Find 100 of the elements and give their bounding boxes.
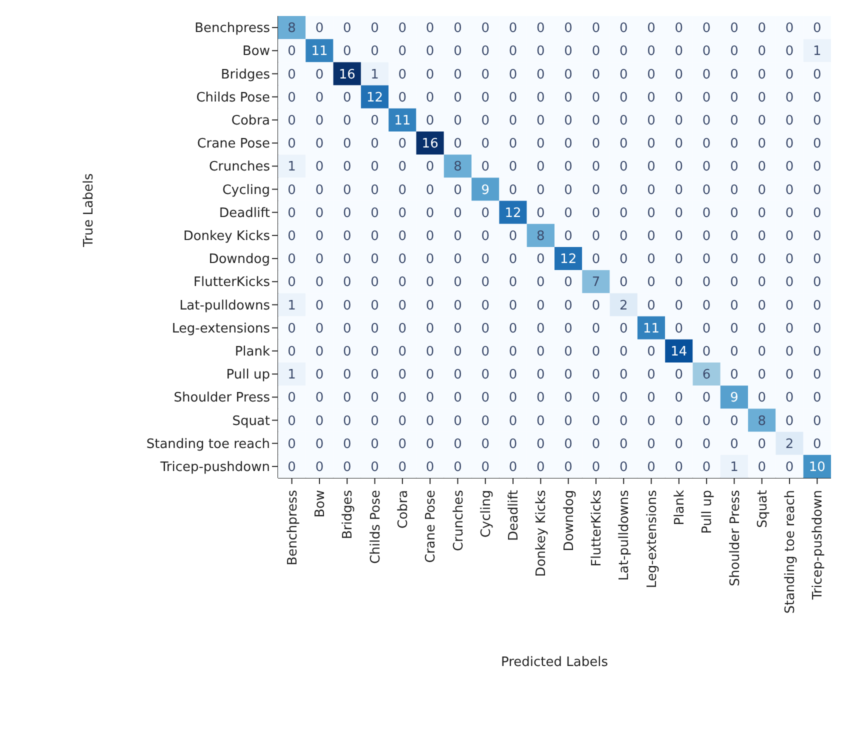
data-label: 0 [426,390,434,406]
data-label: 0 [342,160,352,175]
data-label: 0 [619,136,628,152]
x-tick-label: Pull up [700,490,716,534]
data-label: 0 [730,436,738,452]
data-label: 0 [288,436,296,452]
data-label: 0 [426,67,434,82]
data-label: 0 [288,460,296,475]
data-label: 0 [288,252,296,268]
data-label: 0 [592,206,600,221]
data-label: 0 [674,114,684,128]
data-label: 0 [370,160,379,175]
data-label: 0 [592,460,600,475]
y-tick-label: Pull up [226,368,270,383]
data-label: 0 [785,21,794,36]
x-tick-label: Crunches [451,490,466,552]
data-label: 0 [536,136,545,152]
data-label: 0 [536,275,545,290]
data-label: 0 [619,368,628,383]
data-label: 0 [592,368,600,383]
data-label: 0 [592,252,600,268]
data-label: 0 [398,414,407,429]
data-label: 0 [508,460,518,475]
data-label: 0 [315,436,324,452]
data-label: 0 [730,182,738,198]
data-label: 0 [454,390,462,406]
data-label: 0 [536,298,545,314]
data-label: 0 [536,414,545,429]
data-label: 0 [315,206,324,221]
data-label: 0 [813,136,822,152]
data-label: 0 [647,414,656,429]
data-label: 0 [288,344,296,360]
y-tick-label: Cycling [222,182,270,198]
data-label: 0 [454,414,462,429]
data-label: 6 [702,368,711,383]
data-label: 0 [426,368,434,383]
data-label: 0 [288,229,296,244]
data-label: 0 [398,368,407,383]
data-label: 8 [288,21,296,36]
data-label: 0 [592,21,600,36]
data-label: 0 [481,206,490,221]
data-label: 0 [342,390,352,406]
data-label: 0 [592,229,600,244]
data-label: 0 [426,414,434,429]
data-label: 0 [536,252,545,268]
data-label: 0 [536,390,545,406]
data-label: 0 [785,252,794,268]
data-label: 0 [398,436,407,452]
data-label: 0 [813,67,822,82]
x-tick-label: Standing toe reach [783,490,798,614]
data-label: 0 [785,229,794,244]
data-label: 0 [315,160,324,175]
data-label: 0 [619,460,628,475]
data-label: 0 [592,136,600,152]
data-label: 0 [702,436,711,452]
data-label: 0 [426,275,434,290]
data-label: 2 [785,436,794,452]
data-label: 0 [813,275,822,290]
data-label: 0 [592,298,600,314]
data-label: 0 [702,136,711,152]
data-label: 0 [398,321,407,336]
data-label: 0 [288,114,296,128]
data-label: 0 [564,182,572,198]
data-label: 0 [619,275,628,290]
data-label: 0 [730,44,738,60]
data-label: 0 [647,275,656,290]
data-label: 0 [370,390,379,406]
data-label: 2 [619,298,628,314]
data-label: 0 [674,321,684,336]
data-label: 0 [674,275,684,290]
data-label: 0 [674,229,684,244]
data-label: 0 [370,344,379,360]
data-label: 0 [426,182,434,198]
data-label: 0 [536,67,545,82]
x-tick-label: Cobra [396,490,411,529]
data-label: 0 [426,460,434,475]
data-label: 0 [426,344,434,360]
data-label: 1 [288,368,296,383]
data-label: 0 [315,368,324,383]
data-label: 0 [454,136,462,152]
data-label: 0 [758,298,766,314]
data-label: 0 [619,206,628,221]
data-label: 0 [730,114,738,128]
data-label: 0 [426,160,434,175]
data-label: 0 [536,182,545,198]
data-label: 0 [481,344,490,360]
data-label: 0 [619,229,628,244]
data-label: 0 [315,136,324,152]
data-label: 0 [758,67,766,82]
data-label: 0 [785,114,794,128]
data-label: 0 [730,252,738,268]
data-label: 0 [564,90,572,106]
data-label: 0 [647,67,656,82]
data-label: 0 [536,44,545,60]
data-label: 0 [564,390,572,406]
data-label: 0 [758,182,766,198]
data-label: 0 [813,436,822,452]
data-label: 0 [342,114,352,128]
data-label: 0 [536,344,545,360]
data-label: 0 [454,67,462,82]
